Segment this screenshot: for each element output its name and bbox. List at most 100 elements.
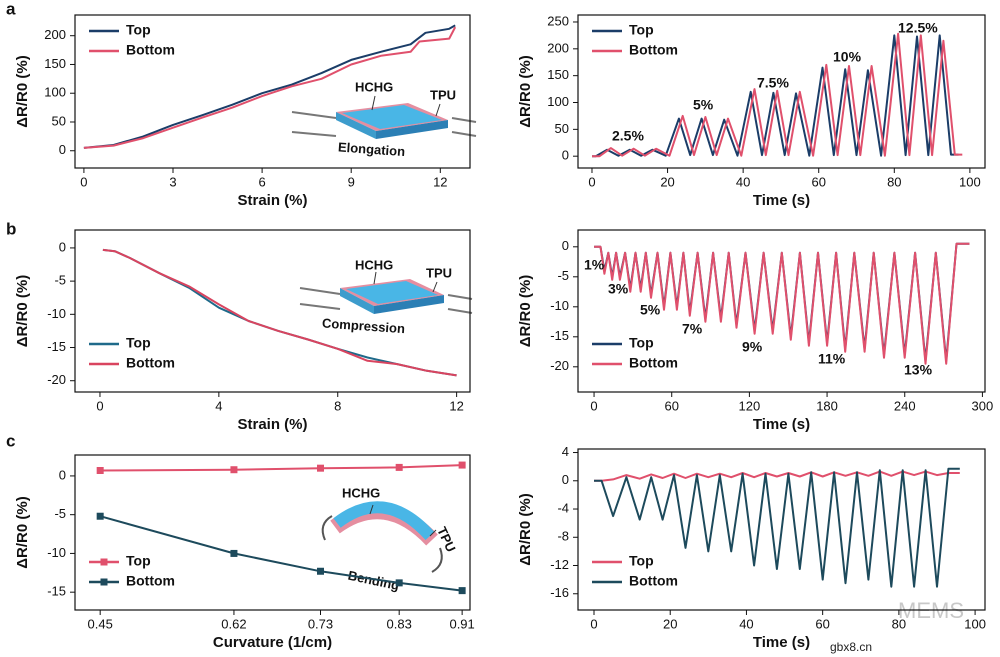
y-tick-label: -10 xyxy=(47,306,66,321)
legend-label: Bottom xyxy=(126,42,175,58)
x-axis-label: Curvature (1/cm) xyxy=(213,634,332,651)
legend-label: Bottom xyxy=(126,573,175,589)
x-tick-label: 0 xyxy=(590,398,597,413)
legend-label: Top xyxy=(126,22,151,38)
x-tick-label: 0.45 xyxy=(88,616,113,631)
data-line xyxy=(594,467,960,588)
data-marker xyxy=(458,461,466,469)
data-marker xyxy=(395,579,403,587)
annotation: 11% xyxy=(818,351,846,367)
x-tick-label: 120 xyxy=(739,398,761,413)
x-tick-label: 40 xyxy=(736,174,750,189)
x-tick-label: 180 xyxy=(816,398,838,413)
x-tick-label: 12 xyxy=(433,174,447,189)
data-marker xyxy=(230,549,238,557)
x-tick-label: 60 xyxy=(815,616,829,631)
y-axis-label: ΔR/R0 (%) xyxy=(14,275,31,347)
legend-label: Top xyxy=(629,22,654,38)
x-tick-label: 6 xyxy=(258,174,265,189)
x-axis-label: Strain (%) xyxy=(237,416,307,433)
y-tick-label: 200 xyxy=(44,27,66,42)
plot-frame xyxy=(577,14,986,169)
inset-label: HCHG xyxy=(355,79,393,94)
y-tick-label: 0 xyxy=(59,239,66,254)
y-tick-label: -5 xyxy=(54,506,66,521)
data-marker xyxy=(230,466,238,474)
y-axis-label: ΔR/R0 (%) xyxy=(517,275,534,347)
data-line xyxy=(592,34,959,158)
plot-frame xyxy=(577,448,986,611)
inset-label: HCHG xyxy=(355,257,393,272)
x-tick-label: 20 xyxy=(660,174,674,189)
x-tick-label: 60 xyxy=(664,398,678,413)
y-tick-label: 150 xyxy=(44,56,66,71)
x-tick-label: 40 xyxy=(739,616,753,631)
plot-frame xyxy=(74,14,471,169)
legend-label: Bottom xyxy=(126,355,175,371)
data-line xyxy=(83,26,457,149)
x-tick-label: 300 xyxy=(972,398,994,413)
annotation: 12.5% xyxy=(898,20,938,36)
y-axis-label: ΔR/R0 (%) xyxy=(517,55,534,127)
y-tick-label: 0 xyxy=(562,148,569,163)
annotation: 10% xyxy=(833,49,862,65)
y-tick-label: 50 xyxy=(52,113,66,128)
x-tick-label: 12 xyxy=(449,398,463,413)
x-tick-label: 100 xyxy=(964,616,986,631)
x-tick-label: 0.73 xyxy=(308,616,333,631)
x-tick-label: 0 xyxy=(590,616,597,631)
annotation: 7.5% xyxy=(757,75,789,91)
panel-label: a xyxy=(6,0,16,18)
data-marker xyxy=(96,467,104,474)
annotation: 9% xyxy=(742,339,763,355)
inset-label: Bending xyxy=(347,568,401,593)
x-tick-label: 20 xyxy=(663,616,677,631)
y-tick-label: 250 xyxy=(547,13,569,28)
y-tick-label: -15 xyxy=(47,584,66,599)
y-tick-label: -10 xyxy=(550,298,569,313)
y-tick-label: -5 xyxy=(557,268,569,283)
y-tick-label: 4 xyxy=(562,444,569,459)
legend-marker xyxy=(100,578,108,586)
legend-label: Bottom xyxy=(629,573,678,589)
legend-label: Top xyxy=(629,553,654,569)
annotation: 13% xyxy=(904,362,933,378)
legend-label: Top xyxy=(126,335,151,351)
data-marker xyxy=(316,464,324,472)
annotation: 7% xyxy=(682,321,703,337)
data-line xyxy=(83,24,456,149)
y-tick-label: -10 xyxy=(47,545,66,560)
data-marker xyxy=(316,567,324,575)
legend-label: Top xyxy=(629,335,654,351)
y-tick-label: -4 xyxy=(557,500,569,515)
x-tick-label: 9 xyxy=(348,174,355,189)
inset-label: TPU xyxy=(426,265,452,280)
y-tick-label: -16 xyxy=(550,585,569,600)
y-tick-label: 100 xyxy=(547,94,569,109)
data-line xyxy=(594,242,970,365)
plot-frame xyxy=(74,454,471,611)
y-tick-label: -5 xyxy=(54,273,66,288)
annotation: 3% xyxy=(608,281,629,297)
y-tick-label: -8 xyxy=(557,529,569,544)
data-line xyxy=(592,32,963,158)
x-tick-label: 0 xyxy=(80,174,87,189)
x-tick-label: 8 xyxy=(334,398,341,413)
legend-label: Bottom xyxy=(629,42,678,58)
data-line xyxy=(594,470,960,482)
y-tick-label: 0 xyxy=(59,467,66,482)
panel-label: c xyxy=(6,431,15,450)
inset-label: Compression xyxy=(322,315,406,336)
x-axis-label: Time (s) xyxy=(753,192,810,209)
x-axis-label: Time (s) xyxy=(753,634,810,651)
y-tick-label: -15 xyxy=(47,339,66,354)
data-marker xyxy=(395,463,403,471)
x-tick-label: 240 xyxy=(894,398,916,413)
plot-frame xyxy=(577,229,986,393)
inset-label: TPU xyxy=(430,87,456,102)
y-tick-label: -20 xyxy=(550,358,569,373)
y-tick-label: 100 xyxy=(44,85,66,100)
x-tick-label: 100 xyxy=(959,174,981,189)
annotation: 5% xyxy=(640,302,661,318)
